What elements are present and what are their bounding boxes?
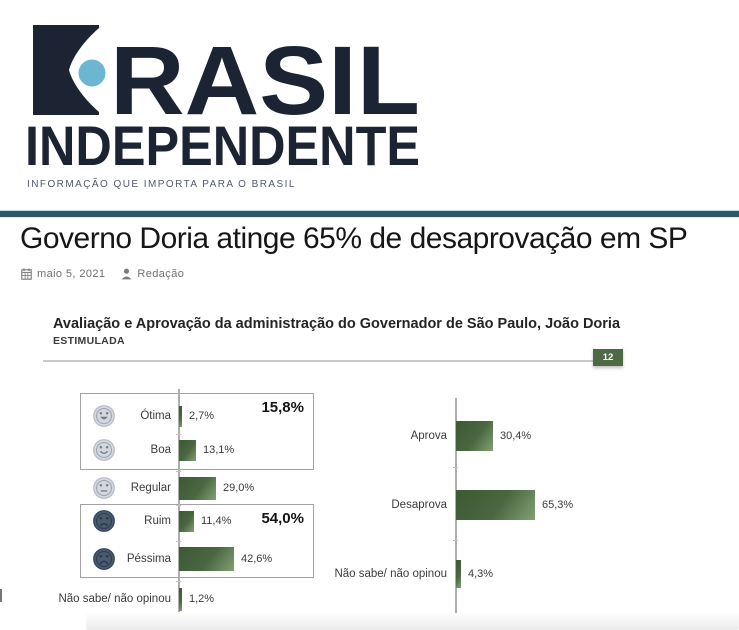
face-neutral-icon: [93, 477, 115, 504]
brand-name-line1: RASIL: [110, 26, 420, 135]
bar-aprovacao-2: [456, 560, 461, 588]
article-meta: maio 5, 2021 Redação: [21, 268, 184, 280]
category-label: Desaprova: [391, 499, 447, 511]
slide-number-badge: 12: [593, 349, 623, 366]
axis-tick: [176, 541, 181, 542]
value-label: 13,1%: [203, 444, 235, 456]
face-very-sad-icon: [93, 548, 115, 575]
axis-avaliacao: [178, 389, 180, 612]
brand-tagline: INFORMAÇÃO QUE IMPORTA PARA O BRASIL: [27, 179, 296, 190]
value-label: 29,0%: [223, 482, 255, 494]
category-label: Não sabe/ não opinou: [58, 593, 171, 605]
value-label: 65,3%: [542, 499, 574, 511]
axis-tick: [453, 467, 458, 468]
value-label: 42,6%: [241, 553, 273, 565]
value-label: 11,4%: [201, 515, 232, 527]
axis-tick: [176, 505, 181, 506]
bar-avaliacao-5: [179, 587, 182, 611]
brand-name-line2: INDEPENDENTE: [25, 114, 420, 168]
bar-avaliacao-0: [179, 405, 182, 427]
axis-tick: [453, 540, 458, 541]
group-box-avaliacao: [80, 393, 314, 470]
group-total-label: 15,8%: [261, 399, 304, 416]
bar-avaliacao-2: [179, 476, 216, 500]
axis-tick: [176, 581, 181, 582]
brand-dot-icon: [78, 59, 106, 87]
category-label: Boa: [150, 444, 171, 456]
poll-chart-figure: Avaliação e Aprovação da administração d…: [40, 303, 700, 630]
face-happy-icon: [93, 439, 115, 466]
header-divider: [0, 210, 739, 218]
bar-avaliacao-4: [179, 547, 234, 571]
calendar-icon: [21, 268, 32, 280]
page-title: Governo Doria atinge 65% de desaprovação…: [20, 222, 688, 255]
value-label: 2,7%: [189, 410, 215, 422]
value-label: 1,2%: [189, 593, 215, 605]
article-author[interactable]: Redação: [121, 268, 184, 280]
group-total-label: 54,0%: [261, 510, 304, 527]
value-label: 4,3%: [468, 568, 494, 580]
axis-aprovacao: [455, 398, 457, 619]
category-label: Ótima: [140, 410, 171, 422]
article-date: maio 5, 2021: [21, 268, 105, 280]
article-date-label: maio 5, 2021: [37, 268, 106, 280]
figure-bottom-shadow: [86, 613, 739, 630]
category-label: Regular: [130, 482, 171, 494]
chart-title-rule: [43, 360, 623, 362]
category-label: Aprova: [410, 430, 447, 442]
screen-edge-artifact: [0, 589, 2, 602]
chart-title: Avaliação e Aprovação da administração d…: [53, 316, 621, 332]
site-logo[interactable]: RASIL INDEPENDENTE INFORMAÇÃO QUE IMPORT…: [25, 18, 425, 190]
value-label: 30,4%: [500, 430, 532, 442]
group-box-avaliacao: [80, 504, 314, 578]
bar-aprovacao-1: [456, 490, 535, 520]
category-label: Ruim: [144, 515, 171, 527]
article-author-label: Redação: [137, 268, 185, 280]
brand-b-mark: [33, 25, 106, 115]
axis-tick: [176, 434, 181, 435]
category-label: Não sabe/ não opinou: [334, 568, 447, 580]
face-sad-icon: [93, 510, 115, 537]
axis-tick: [176, 471, 181, 472]
chart-subtitle: ESTIMULADA: [53, 335, 125, 347]
bar-aprovacao-0: [456, 421, 493, 451]
bar-avaliacao-1: [179, 439, 196, 461]
category-label: Péssima: [126, 553, 171, 565]
face-very-happy-icon: [93, 405, 115, 432]
bar-avaliacao-3: [179, 510, 194, 532]
brand-logo-graphic: RASIL INDEPENDENTE: [25, 25, 420, 177]
author-icon: [122, 268, 132, 280]
